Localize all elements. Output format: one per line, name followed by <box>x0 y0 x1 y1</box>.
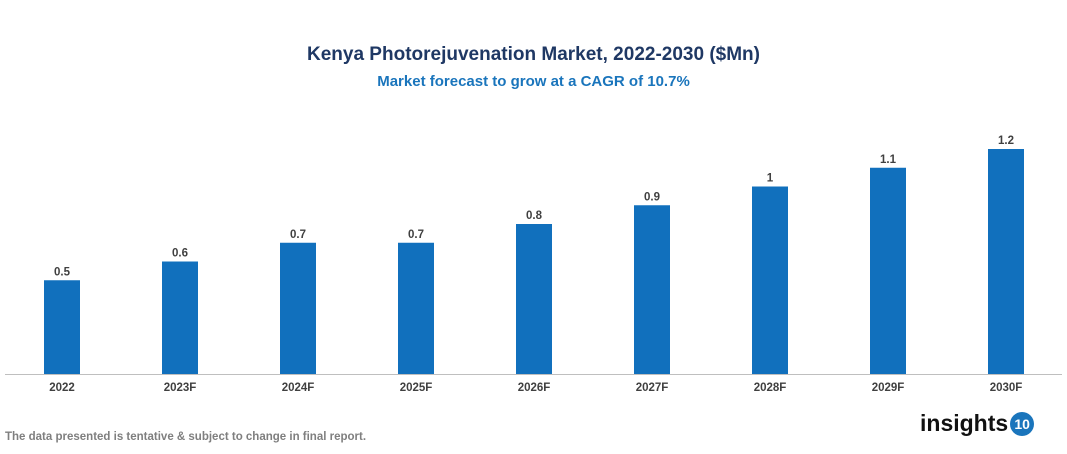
bar-2024F <box>280 242 316 374</box>
data-label-2023F: 0.6 <box>172 248 188 260</box>
x-tick-label-2025F: 2025F <box>400 382 433 394</box>
bar-2030F <box>988 149 1024 374</box>
bar-2022 <box>44 280 80 374</box>
x-tick-label-2024F: 2024F <box>282 382 315 394</box>
bar-2025F <box>398 242 434 374</box>
bar-2027F <box>634 205 670 374</box>
data-label-2030F: 1.2 <box>998 135 1014 147</box>
logo-badge: 10 <box>1010 411 1035 436</box>
bar-2023F <box>162 261 198 374</box>
x-tick-label-2030F: 2030F <box>990 382 1023 394</box>
data-label-2029F: 1.1 <box>880 154 897 166</box>
bar-2029F <box>870 167 906 374</box>
footnote: The data presented is tentative & subjec… <box>5 431 367 443</box>
data-label-2026F: 0.8 <box>526 210 543 222</box>
bar-chart: 0.5 2022 0.6 2023F 0.7 2024F 0.7 2025F 0.8 2026F 0… <box>5 135 1062 394</box>
data-label-2028F: 1 <box>767 173 774 185</box>
bar-2028F <box>752 186 788 374</box>
x-tick-label-2022: 2022 <box>49 382 75 394</box>
data-label-2027F: 0.9 <box>644 191 660 203</box>
bar-2026F <box>516 224 552 374</box>
chart-subtitle: Market forecast to grow at a CAGR of 10.… <box>377 73 690 90</box>
data-label-2024F: 0.7 <box>290 229 306 241</box>
logo-text: insights <box>920 410 1009 436</box>
x-tick-label-2029F: 2029F <box>872 382 905 394</box>
chart-title: Kenya Photorejuvenation Market, 2022-203… <box>307 44 760 65</box>
data-label-2025F: 0.7 <box>408 229 424 241</box>
x-tick-label-2027F: 2027F <box>636 382 669 394</box>
insights10-logo: insights 10 <box>920 410 1035 437</box>
data-label-2022: 0.5 <box>54 266 71 278</box>
x-tick-label-2023F: 2023F <box>164 382 197 394</box>
x-tick-label-2026F: 2026F <box>518 382 551 394</box>
x-tick-label-2028F: 2028F <box>754 382 787 394</box>
